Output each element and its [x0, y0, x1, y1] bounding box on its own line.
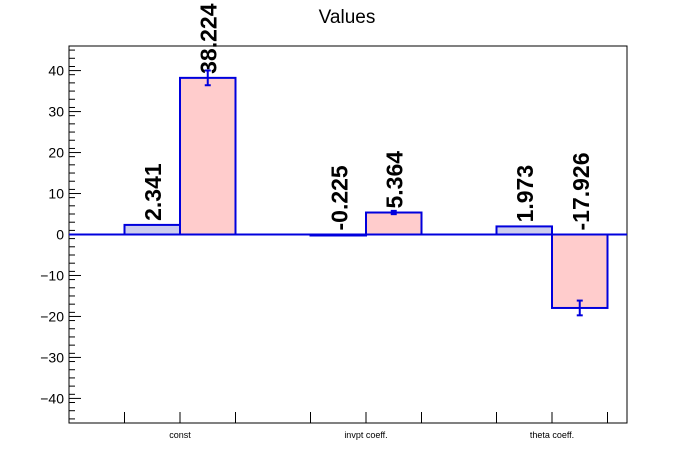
y-tick-label: 40	[48, 63, 64, 79]
y-tick-label: −20	[40, 308, 64, 324]
x-category-label: invpt coeff.	[344, 430, 387, 440]
y-tick-label: 30	[48, 104, 64, 120]
y-tick-label: 20	[48, 145, 64, 161]
data-label: 38.224	[196, 3, 222, 74]
chart-title: Values	[319, 7, 376, 28]
plot-area: −40 −30 −20 −10 0 10 20 30 40 const invpt coeff. th…	[40, 3, 628, 440]
x-category-label: const	[169, 430, 191, 440]
y-tick-label: 10	[48, 186, 64, 202]
bar-series1-const	[123, 223, 181, 236]
y-tick-label: −30	[40, 349, 64, 365]
y-tick-label: 0	[56, 227, 64, 243]
x-category-label: theta coeff.	[530, 430, 574, 440]
data-label: -17.926	[568, 152, 594, 230]
bar-series2-theta-coeff-	[551, 233, 609, 309]
bar-series2-const	[179, 76, 237, 236]
bar-series1-theta-coeff-	[495, 225, 553, 236]
data-label: 5.364	[382, 151, 408, 209]
data-label: 2.341	[140, 163, 166, 221]
bar-series2-invpt-coeff-	[365, 211, 423, 236]
y-tick-label: −10	[40, 267, 64, 283]
data-label: 1.973	[512, 165, 538, 223]
data-label: -0.225	[326, 165, 352, 230]
y-tick-label: −40	[40, 390, 64, 406]
